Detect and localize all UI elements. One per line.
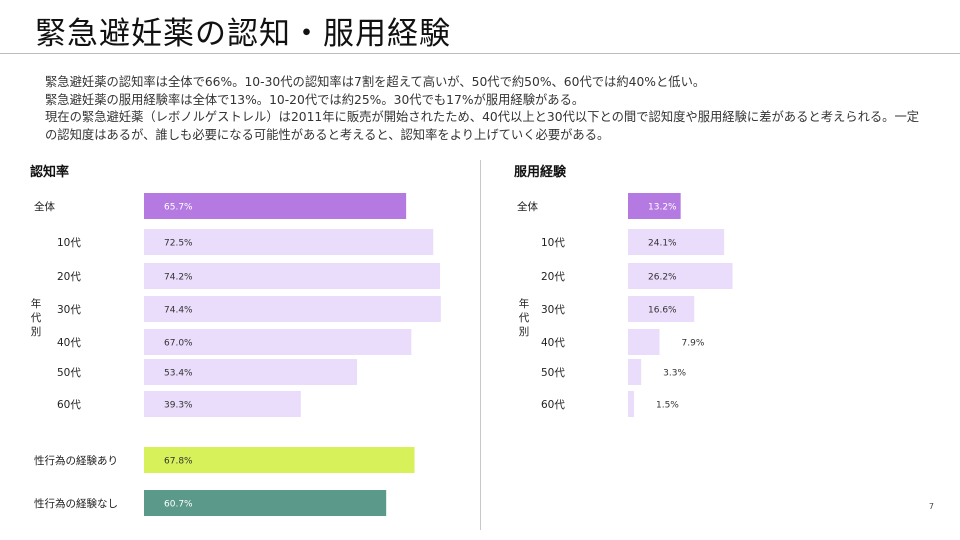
bar [144,359,358,385]
bar [144,447,415,473]
value-label: 39.3% [164,401,193,411]
category-label: 40代 [57,337,81,349]
category-label: 全体 [34,200,55,213]
category-label: 50代 [57,367,81,379]
summary-line-context: 現在の緊急避妊薬（レボノルゲストレル）は2011年に販売が開始されたため、40代… [45,110,920,142]
category-label: 全体 [517,200,538,213]
category-label: 性行為の経験なし [34,497,118,510]
title-divider [0,53,960,54]
value-label: 60.7% [164,500,193,510]
summary-line-awareness: 緊急避妊薬の認知率は全体で66%。10-30代の認知率は7割を超えて高いが、50… [45,75,706,89]
value-label: 26.2% [648,273,677,283]
summary-text: 緊急避妊薬の認知率は全体で66%。10-30代の認知率は7割を超えて高いが、50… [45,74,925,144]
value-label: 13.2% [648,203,677,213]
value-label: 7.9% [682,339,705,349]
value-label: 67.8% [164,457,193,467]
value-label: 53.4% [164,369,193,379]
chart-0-group-label-char: 年 [31,297,42,310]
bar [628,359,642,385]
page-number: 7 [928,502,934,511]
category-label: 性行為の経験あり [34,454,118,467]
category-label: 10代 [57,237,81,249]
chart-0-group-label-char: 代 [31,312,42,324]
value-label: 65.7% [164,203,193,213]
panel-divider [480,160,481,530]
bar [144,329,412,355]
chart-1-group-label-char: 代 [519,312,530,324]
category-label: 20代 [57,271,81,283]
value-label: 16.6% [648,306,677,316]
value-label: 1.5% [656,401,679,411]
category-label: 30代 [541,304,565,316]
bar [628,391,634,417]
bar [628,263,733,289]
value-label: 67.0% [164,339,193,349]
category-label: 60代 [57,399,81,411]
category-label: 10代 [541,237,565,249]
bar [144,193,407,219]
category-label: 30代 [57,304,81,316]
value-label: 24.1% [648,239,677,249]
bar [144,391,301,417]
bar [144,296,441,322]
bar [144,263,441,289]
bar [628,229,725,255]
bar [628,296,695,322]
summary-line-usage: 緊急避妊薬の服用経験率は全体で13%。10-20代では約25%。30代でも17%… [45,92,585,107]
value-label: 74.4% [164,306,193,316]
chart-1-group-label-char: 年 [519,297,530,310]
value-label: 3.3% [663,369,686,379]
bar [628,193,681,219]
value-label: 72.5% [164,239,193,249]
category-label: 40代 [541,337,565,349]
chart-1-group-label-char: 別 [519,326,530,338]
category-label: 20代 [541,271,565,283]
category-label: 60代 [541,399,565,411]
chart-0-group-label-char: 別 [31,326,42,338]
value-label: 74.2% [164,273,193,283]
category-label: 50代 [541,367,565,379]
chart-0-title: 認知率 [30,164,69,180]
bar [144,229,434,255]
bar [628,329,660,355]
page-title: 緊急避妊薬の認知・服用経験 [35,16,451,52]
bar [144,490,387,516]
chart-1-title: 服用経験 [514,164,567,180]
